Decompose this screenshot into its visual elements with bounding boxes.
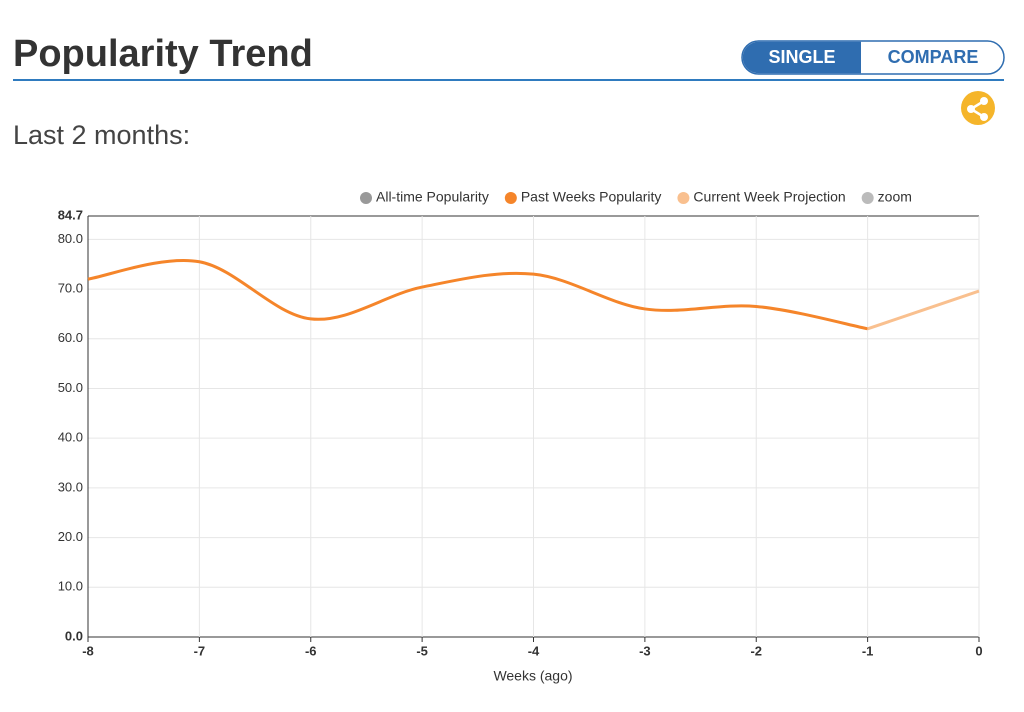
y-tick-label: 84.7 xyxy=(58,207,83,222)
x-axis-label: Weeks (ago) xyxy=(493,668,572,684)
y-tick-label: 30.0 xyxy=(58,479,83,494)
toggle-single[interactable] xyxy=(742,41,861,74)
y-tick-label: 10.0 xyxy=(58,579,83,594)
legend-label: Current Week Projection xyxy=(693,189,845,205)
y-tick-label: 70.0 xyxy=(58,281,83,296)
share-button[interactable] xyxy=(961,91,995,125)
y-tick-label: 40.0 xyxy=(58,430,83,445)
legend-swatch xyxy=(677,192,690,204)
x-tick-label: -6 xyxy=(305,643,317,658)
share-glyph xyxy=(967,105,975,113)
view-toggle: SINGLE COMPARE xyxy=(741,40,1005,75)
subtitle: Last 2 months: xyxy=(13,120,190,150)
legend-swatch xyxy=(861,192,874,204)
y-tick-label: 60.0 xyxy=(58,330,83,345)
toggle-label[interactable]: SINGLE xyxy=(768,47,835,67)
legend-swatch xyxy=(360,192,372,204)
y-tick-label: 80.0 xyxy=(58,231,83,246)
series-line xyxy=(867,289,980,331)
x-tick-label: -7 xyxy=(194,643,206,658)
series-line xyxy=(87,259,868,331)
toggle-label[interactable]: COMPARE xyxy=(888,47,979,67)
x-tick-label: -2 xyxy=(750,643,762,658)
legend-label: zoom xyxy=(878,189,912,205)
x-tick-label: -1 xyxy=(862,643,874,658)
legend-swatch xyxy=(504,192,517,204)
y-tick-label: 20.0 xyxy=(58,529,83,544)
x-tick-label: -5 xyxy=(416,643,428,658)
share-glyph xyxy=(980,97,988,105)
x-tick-label: -4 xyxy=(528,643,540,658)
x-tick-label: -3 xyxy=(639,643,651,658)
y-tick-label: 0.0 xyxy=(65,628,83,643)
share-glyph xyxy=(980,113,988,121)
page-title: Popularity Trend xyxy=(13,33,313,75)
x-tick-label: 0 xyxy=(975,643,982,658)
legend-label: Past Weeks Popularity xyxy=(521,189,662,205)
share-circle[interactable] xyxy=(961,91,995,125)
y-tick-label: 50.0 xyxy=(58,380,83,395)
legend-label: All-time Popularity xyxy=(376,189,489,205)
x-tick-label: -8 xyxy=(82,643,94,658)
